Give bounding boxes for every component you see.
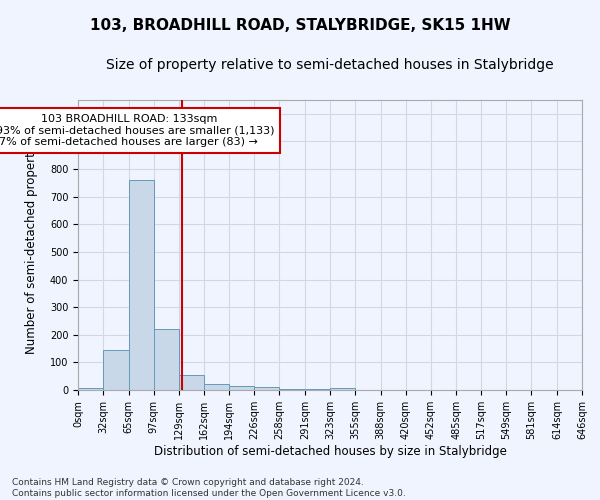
Bar — [279, 388, 305, 390]
Bar — [330, 388, 355, 390]
Title: Size of property relative to semi-detached houses in Stalybridge: Size of property relative to semi-detach… — [106, 58, 554, 72]
Bar — [78, 388, 103, 390]
Bar — [103, 350, 129, 390]
Bar — [229, 386, 254, 390]
Y-axis label: Number of semi-detached properties: Number of semi-detached properties — [25, 136, 38, 354]
Text: 103, BROADHILL ROAD, STALYBRIDGE, SK15 1HW: 103, BROADHILL ROAD, STALYBRIDGE, SK15 1… — [89, 18, 511, 32]
Bar — [154, 329, 179, 390]
Bar — [305, 388, 330, 390]
Bar — [205, 384, 229, 390]
Bar — [254, 387, 279, 390]
Text: 103 BROADHILL ROAD: 133sqm
← 93% of semi-detached houses are smaller (1,133)
7% : 103 BROADHILL ROAD: 133sqm ← 93% of semi… — [0, 114, 274, 147]
X-axis label: Distribution of semi-detached houses by size in Stalybridge: Distribution of semi-detached houses by … — [154, 444, 506, 458]
Bar — [179, 375, 205, 390]
Text: Contains HM Land Registry data © Crown copyright and database right 2024.
Contai: Contains HM Land Registry data © Crown c… — [12, 478, 406, 498]
Bar — [129, 180, 154, 390]
